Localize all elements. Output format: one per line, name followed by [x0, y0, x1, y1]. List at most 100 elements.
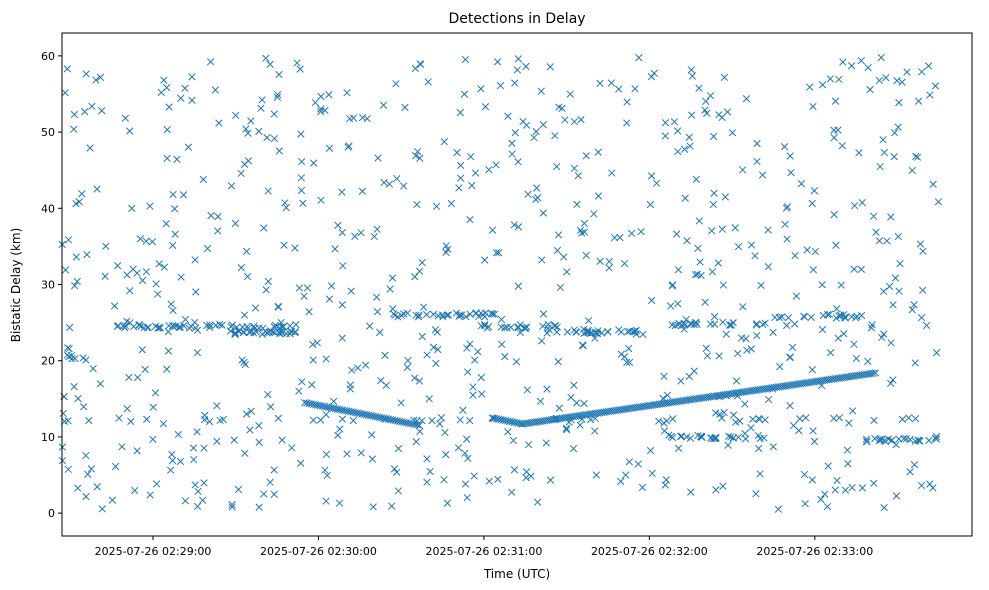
clutter-point	[242, 410, 251, 418]
clutter-point	[442, 242, 450, 250]
clutter-point	[511, 79, 519, 87]
clutter-point	[917, 481, 926, 490]
clutter-point	[776, 362, 784, 371]
clutter-point	[243, 272, 252, 281]
clutter-point	[303, 284, 312, 292]
clutter-point	[381, 351, 389, 359]
clutter-point	[322, 355, 330, 363]
clutter-point	[98, 505, 106, 513]
clutter-point	[385, 180, 394, 188]
clutter-point	[70, 110, 79, 119]
band-point	[487, 309, 496, 318]
clutter-point	[207, 211, 215, 220]
clutter-point	[277, 318, 285, 327]
clutter-point	[638, 483, 647, 492]
clutter-point	[413, 147, 422, 156]
clutter-point	[538, 256, 546, 264]
clutter-point	[489, 414, 497, 423]
clutter-point	[423, 455, 431, 463]
clutter-point	[334, 221, 342, 229]
clutter-point	[338, 228, 346, 237]
clutter-point	[835, 75, 843, 84]
clutter-point	[464, 368, 472, 376]
clutter-point	[887, 213, 895, 221]
clutter-point	[608, 169, 616, 177]
clutter-point	[431, 326, 440, 334]
clutter-point	[297, 459, 305, 467]
clutter-point	[453, 148, 461, 157]
band-point	[422, 310, 431, 319]
clutter-point	[787, 168, 795, 177]
data-points	[58, 53, 943, 513]
track-point	[506, 417, 514, 426]
clutter-point	[321, 466, 329, 474]
clutter-point	[168, 456, 177, 465]
track-point	[497, 415, 505, 424]
clutter-point	[469, 383, 477, 391]
clutter-point	[788, 343, 797, 352]
track-point	[327, 404, 335, 412]
clutter-point	[732, 418, 740, 426]
track-point	[358, 410, 366, 418]
clutter-point	[894, 123, 902, 131]
clutter-point	[834, 334, 842, 342]
band-point	[543, 329, 551, 337]
band-point	[67, 351, 76, 360]
band-point	[594, 329, 602, 338]
clutter-point	[817, 495, 825, 504]
clutter-point	[376, 328, 384, 337]
clutter-point	[582, 251, 590, 260]
clutter-point	[146, 202, 154, 210]
clutter-point	[769, 328, 777, 337]
clutter-point	[478, 390, 486, 398]
clutter-point	[753, 157, 761, 166]
clutter-point	[594, 148, 602, 156]
band-point	[900, 434, 908, 443]
clutter-point	[443, 499, 452, 507]
clutter-point	[309, 356, 317, 364]
x-tick-label: 2025-07-26 02:30:00	[260, 545, 377, 558]
band-point	[591, 414, 599, 423]
track-point	[508, 418, 516, 426]
clutter-point	[926, 91, 934, 99]
clutter-point	[695, 217, 703, 225]
clutter-point	[635, 54, 643, 62]
clutter-point	[833, 476, 841, 485]
clutter-point	[683, 237, 691, 245]
clutter-point	[159, 420, 168, 428]
clutter-point	[797, 180, 806, 188]
clutter-point	[570, 164, 579, 173]
band-point	[800, 313, 809, 321]
clutter-point	[495, 249, 503, 257]
band-point	[710, 434, 719, 443]
clutter-point	[181, 84, 189, 92]
clutter-point	[118, 443, 126, 451]
clutter-point	[687, 66, 695, 74]
clutter-point	[291, 244, 299, 252]
clutter-point	[485, 166, 493, 174]
band-point	[836, 311, 845, 319]
clutter-point	[170, 205, 179, 213]
clutter-point	[61, 89, 69, 97]
track-point	[345, 407, 353, 415]
clutter-point	[810, 187, 818, 195]
clutter-point	[731, 224, 739, 232]
clutter-point	[720, 73, 729, 82]
clutter-point	[481, 103, 490, 111]
clutter-point	[670, 118, 679, 126]
clutter-point	[428, 416, 436, 425]
band-point	[667, 432, 675, 440]
clutter-point	[510, 466, 519, 474]
band-point	[113, 322, 122, 331]
clutter-point	[610, 233, 619, 242]
clutter-point	[205, 417, 214, 426]
clutter-point	[674, 300, 682, 308]
clutter-point	[354, 364, 362, 372]
clutter-point	[70, 282, 79, 290]
clutter-point	[295, 284, 304, 292]
clutter-point	[464, 454, 472, 463]
clutter-point	[347, 287, 355, 295]
band-point	[239, 328, 248, 337]
band-point	[219, 415, 227, 424]
